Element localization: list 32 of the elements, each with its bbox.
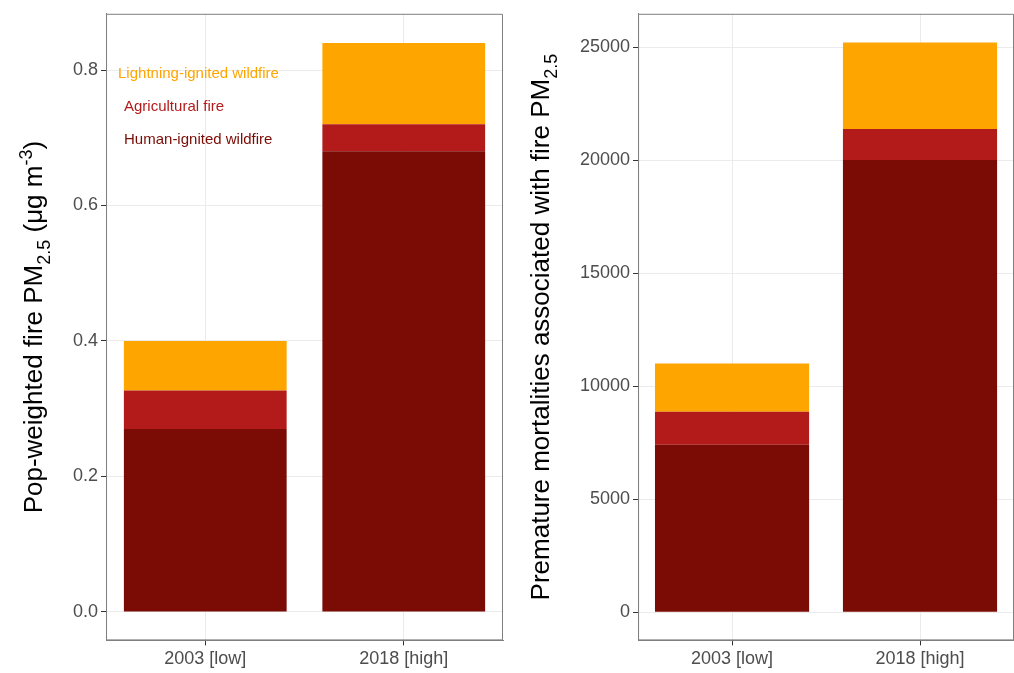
- bar: [654, 411, 810, 445]
- y-tick-label: 25000: [579, 36, 631, 56]
- y-tick-label: 20000: [579, 149, 631, 170]
- y-tick-label: 0.6: [72, 194, 99, 215]
- y-tick-label: 0.4: [72, 329, 99, 350]
- y-axis-title: Pop-weighted fire PM2.5 (μg m-3): [15, 140, 54, 514]
- y-tick-label: 10000: [579, 375, 631, 396]
- bar: [654, 444, 810, 612]
- bar: [322, 151, 486, 612]
- x-tick-label: 2003 [low]: [691, 648, 774, 669]
- bar: [654, 363, 810, 412]
- text: Agricultural fire: [124, 96, 225, 114]
- bar: [123, 429, 287, 612]
- x-tick-label: 2018 [high]: [875, 648, 965, 669]
- bar: [322, 42, 486, 125]
- x-tick-label: 2018 [high]: [359, 648, 449, 669]
- y-tick-label: 0.8: [72, 58, 99, 79]
- bar: [842, 129, 998, 161]
- bar: [842, 42, 998, 130]
- bar: [842, 160, 998, 612]
- bar: [123, 340, 287, 391]
- y-axis-title: Premature mortalities associated with fire PM2.5: [525, 53, 561, 601]
- y-tick-label: 0: [620, 601, 631, 622]
- y-tick-label: 15000: [579, 262, 631, 283]
- bar: [322, 124, 486, 152]
- y-tick-label: 0.0: [72, 600, 99, 621]
- text: Lightning-ignited wildfire: [118, 63, 279, 81]
- y-tick-label: 0.2: [72, 465, 99, 486]
- x-tick-label: 2003 [low]: [164, 648, 247, 669]
- bar: [123, 390, 287, 430]
- text: Human-ignited wildfire: [124, 129, 273, 147]
- y-tick-label: 5000: [590, 488, 631, 509]
